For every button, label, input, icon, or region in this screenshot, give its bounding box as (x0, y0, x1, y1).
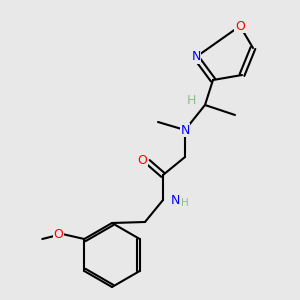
Text: O: O (137, 154, 147, 166)
Text: N: N (191, 50, 201, 64)
Text: H: H (181, 198, 189, 208)
Text: O: O (53, 227, 63, 241)
Text: H: H (186, 94, 196, 106)
Text: N: N (180, 124, 190, 136)
Text: O: O (235, 20, 245, 32)
Text: N: N (170, 194, 180, 206)
